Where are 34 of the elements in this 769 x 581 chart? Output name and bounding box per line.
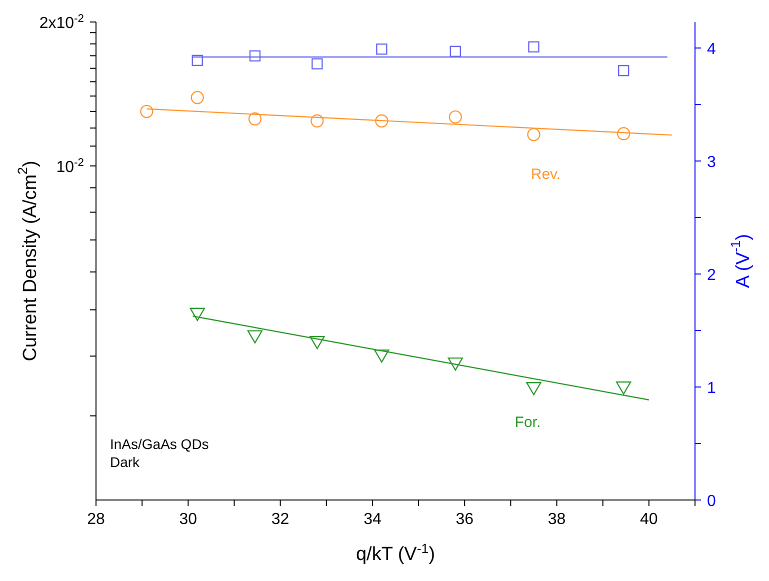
x-tick-label: 30 [179, 511, 198, 528]
y2-tick-label: 3 [707, 154, 716, 171]
point [140, 104, 154, 118]
point [448, 357, 463, 371]
series-label: Rev. [530, 166, 561, 184]
y-tick-label: 10$^{-2}$ [56, 156, 84, 176]
y2-tick-label: 2 [707, 266, 716, 284]
annotation: Dark [110, 454, 140, 470]
point [374, 350, 390, 363]
point [448, 110, 462, 124]
point [526, 382, 542, 396]
point [616, 381, 632, 395]
y2-tick-label: 1 [707, 380, 716, 397]
x-tick-label: 38 [548, 511, 566, 528]
point [190, 90, 204, 104]
series-label: For. [514, 414, 541, 432]
x-tick-label: 28 [87, 511, 105, 528]
point [248, 112, 262, 126]
point [190, 308, 205, 322]
y2-tick-label: 4 [707, 40, 716, 58]
point [527, 128, 540, 142]
point [616, 127, 630, 140]
point [375, 114, 388, 128]
x-tick-label: 34 [364, 511, 382, 528]
point [310, 114, 324, 128]
point [310, 336, 325, 350]
x-tick-label: 32 [271, 511, 290, 528]
x-axis-title: q/kT (V$^{-1}$) [356, 540, 436, 565]
point [247, 330, 263, 344]
annotation: InAs/GaAs QDs [110, 436, 209, 452]
x-tick-label: 40 [640, 511, 658, 528]
y2-tick-label: 0 [707, 493, 716, 510]
y-tick-label: 2x10$^{-2}$ [39, 13, 84, 32]
x-tick-label: 36 [456, 511, 474, 528]
